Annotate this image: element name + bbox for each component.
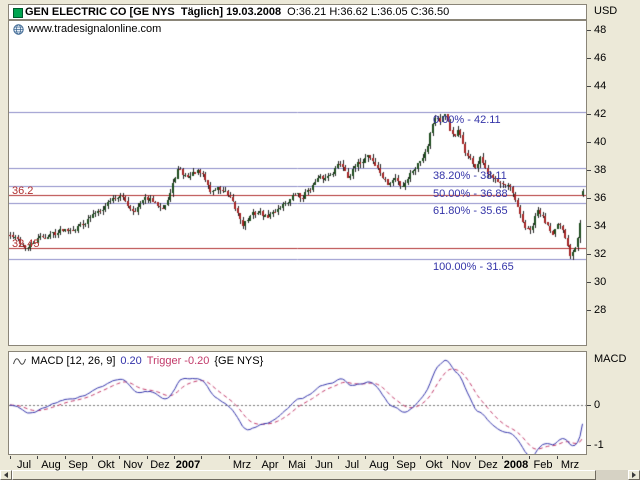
time-tick-mark [119,456,120,459]
support-line-label: 32.45 [12,237,40,250]
scroll-left-icon [1,472,8,478]
month-label: Sep [68,459,88,471]
time-tick-mark [311,456,312,459]
price-tick-mark [587,254,591,255]
chart-title: GEN ELECTRIC CO [GE NYS Täglich] 19.03.2… [25,6,282,18]
scroll-right-button[interactable] [628,470,640,480]
scrollbar-thumb[interactable] [12,470,596,480]
time-tick-mark [147,456,148,459]
time-tick-mark [365,456,366,459]
scroll-left-button[interactable] [0,470,12,480]
time-tick-mark [65,456,66,459]
month-label: Mrz [232,459,252,471]
price-canvas[interactable] [9,21,586,345]
fib-level-label: 50.00% - 36.88 [433,187,508,200]
macd-trigger: Trigger -0.20 [146,355,210,367]
time-tick-mark [37,456,38,459]
month-label: Dez [478,459,498,471]
fib-level-label: 0.00% - 42.11 [433,114,501,127]
fib-level-label: 61.80% - 35.65 [433,204,508,217]
price-tick-mark [587,86,591,87]
month-label: 2008 [503,459,529,471]
price-tick-mark [587,170,591,171]
month-label: Feb [533,459,553,471]
price-tick-label: 38 [594,164,607,176]
time-tick-mark [475,456,476,459]
price-tick-label: 28 [594,304,607,316]
time-tick-mark [10,456,11,459]
macd-tick-label: -1 [594,439,604,451]
watermark: www.tradesignalonline.com [13,23,161,35]
price-tick-label: 44 [594,80,607,92]
price-tick-label: 42 [594,108,607,120]
price-tick-mark [587,282,591,283]
price-tick-mark [587,58,591,59]
watermark-text: www.tradesignalonline.com [28,23,162,35]
macd-tick-mark [587,405,591,406]
time-tick-mark [447,456,448,459]
month-label: Mai [288,459,306,471]
month-label: Sep [396,459,416,471]
month-label: Nov [123,459,143,471]
month-label: Dez [150,459,170,471]
time-tick-mark [502,456,503,459]
ohlc-values: O:36.21 H:36.62 L:36.05 C:36.50 [287,6,450,18]
price-tick-label: 46 [594,52,607,64]
month-label: Jun [315,459,333,471]
price-tick-label: 30 [594,276,607,288]
fib-level-label: 100.00% - 31.65 [433,260,514,273]
macd-tick-label: 0 [594,399,601,411]
time-tick-mark [420,456,421,459]
price-tick-label: 34 [594,220,607,232]
indicator-icon [13,357,26,366]
price-tick-mark [587,310,591,311]
month-label: Apr [261,459,279,471]
month-label: Aug [41,459,61,471]
price-tick-mark [587,30,591,31]
macd-label-row: MACD [12, 26, 9] 0.20 Trigger -0.20 {GE … [13,355,263,367]
time-tick-mark [174,456,175,459]
time-tick-mark [393,456,394,459]
macd-canvas[interactable] [9,352,586,454]
support-line-label: 36.2 [12,185,34,198]
instrument-icon [13,8,23,18]
month-label: Jul [16,459,32,471]
macd-tick-mark [587,445,591,446]
time-tick-mark [92,456,93,459]
macd-value: 0.20 [120,355,142,367]
price-axis-unit: USD [594,5,618,17]
month-label: Okt [97,459,115,471]
price-tick-label: 32 [594,248,607,260]
time-tick-mark [201,456,202,459]
macd-name: MACD [12, 26, 9] [31,355,116,367]
month-label: Nov [451,459,471,471]
fib-level-label: 38.20% - 38.11 [433,170,507,183]
month-label: Jul [344,459,360,471]
macd-axis-label: MACD [594,353,627,365]
price-tick-label: 48 [594,24,607,36]
scroll-right-icon [632,472,639,478]
price-tick-mark [587,226,591,227]
time-tick-mark [229,456,230,459]
macd-symbol: {GE NYS} [214,355,264,367]
time-tick-mark [529,456,530,459]
price-tick-mark [587,142,591,143]
time-tick-mark [256,456,257,459]
month-label: Mrz [560,459,580,471]
chart-title-bar: GEN ELECTRIC CO [GE NYS Täglich] 19.03.2… [8,4,587,20]
globe-icon [13,23,24,35]
price-tick-label: 40 [594,136,607,148]
month-label: Aug [369,459,389,471]
time-tick-mark [283,456,284,459]
month-label: 2007 [175,459,201,471]
time-tick-mark [338,456,339,459]
price-tick-mark [587,198,591,199]
price-tick-label: 36 [594,192,607,204]
time-tick-mark [557,456,558,459]
month-label: Okt [425,459,443,471]
horizontal-scrollbar[interactable] [0,470,640,480]
price-tick-mark [587,114,591,115]
